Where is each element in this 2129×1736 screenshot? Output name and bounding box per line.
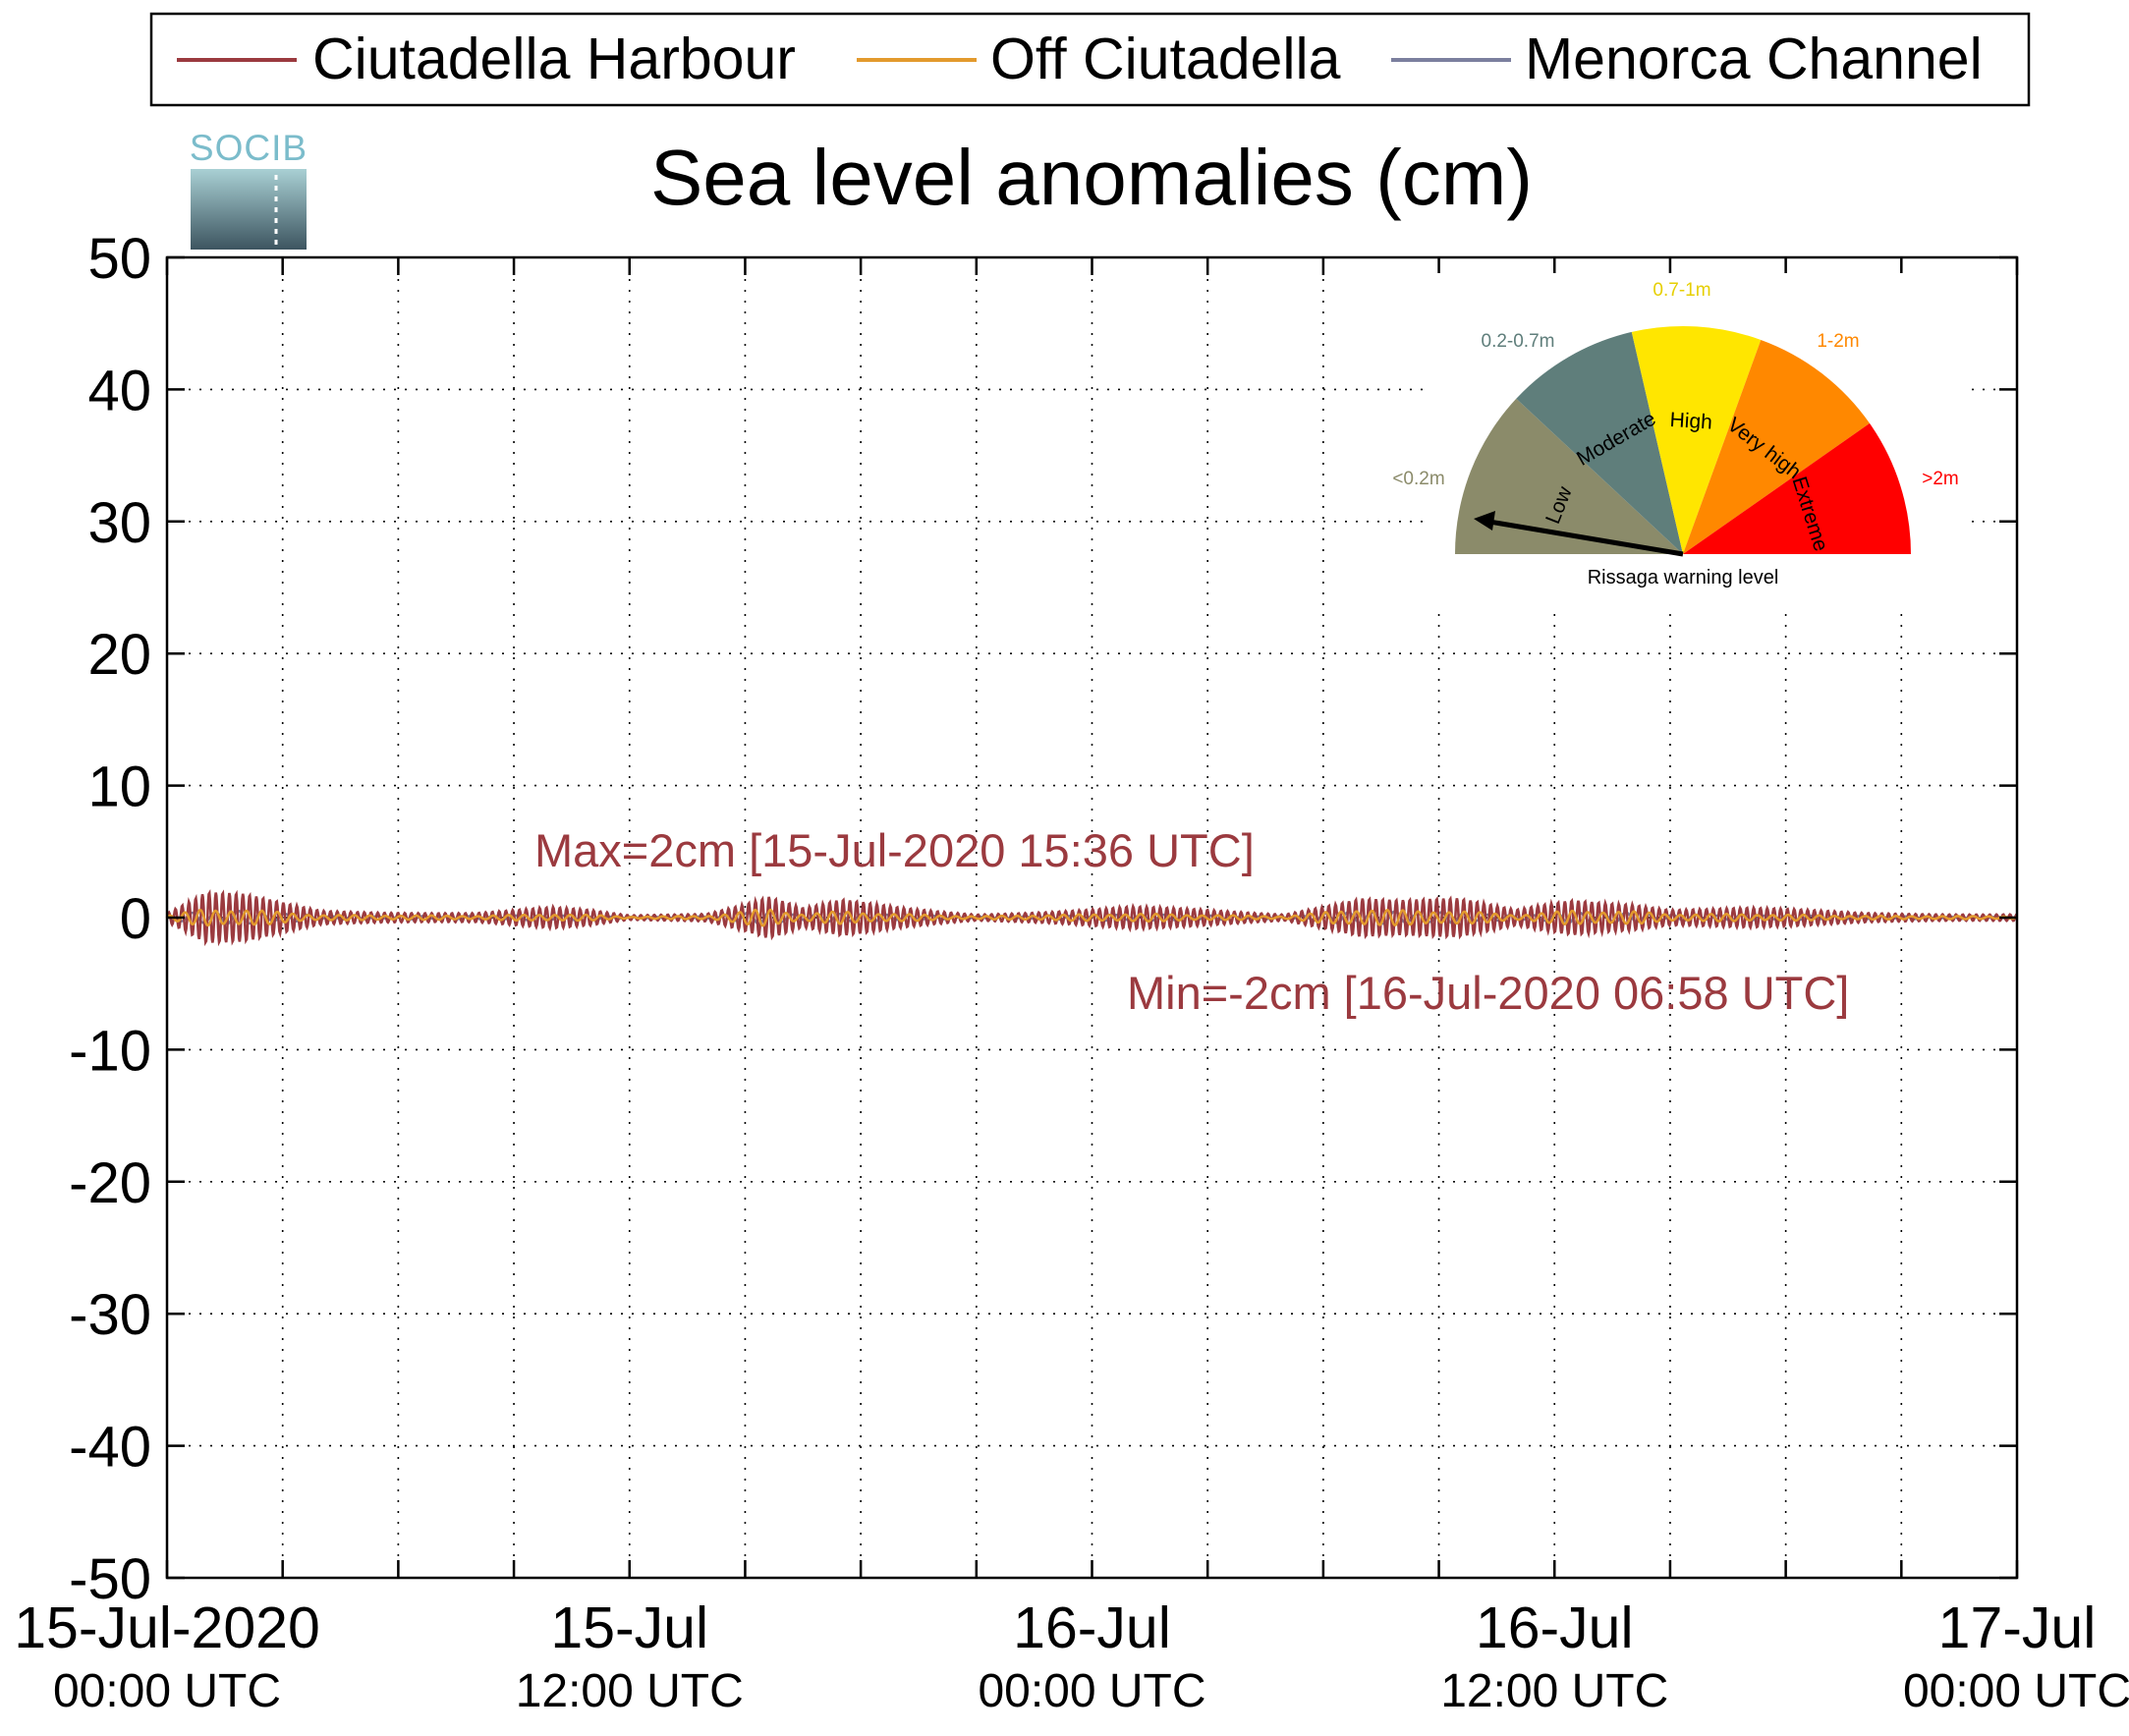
plot-area: [165, 255, 2019, 1580]
logo-water: [191, 169, 307, 250]
x-tick-sublabel-2: 00:00 UTC: [978, 1665, 1205, 1717]
x-tick-sublabel-4: 00:00 UTC: [1903, 1665, 2129, 1717]
gauge-range-moderate: 0.2-0.7m: [1482, 331, 1555, 352]
y-tick-label-7: -20: [69, 1151, 151, 1215]
annotation-min: Min=-2cm [16-Jul-2020 06:58 UTC]: [1127, 967, 1849, 1019]
x-tick-label-4: 17-Jul: [1938, 1596, 2097, 1660]
socib-logo: SOCIB: [190, 128, 308, 250]
y-tick-labels: 50 40 30 20 10 0 -10 -20 -30 -40 -50: [69, 227, 151, 1611]
gauge-sector-moderate: [1516, 331, 1683, 554]
x-tick-label-1: 15-Jul: [550, 1596, 708, 1660]
gauge-range-extreme: >2m: [1922, 469, 1959, 489]
legend-label-menorca-channel: Menorca Channel: [1525, 27, 1983, 91]
gauge-range-high: 0.7-1m: [1653, 280, 1710, 301]
gauge-ranges: <0.2m 0.2-0.7m 0.7-1m 1-2m >2m: [1392, 280, 1958, 489]
y-tick-label-4: 10: [87, 756, 151, 819]
gauge-needle-head: [1474, 511, 1495, 531]
gauge-label-high: High: [1669, 409, 1713, 434]
y-tick-label-9: -40: [69, 1416, 151, 1480]
series-layer: [165, 888, 2018, 947]
legend-box: [149, 12, 2031, 107]
x-tick-label-0: 15-Jul-2020: [14, 1596, 320, 1660]
y-tick-label-2: 30: [87, 491, 151, 555]
gauge-sector-low: [1455, 398, 1683, 554]
gauge-sector-very-high: [1683, 340, 1870, 554]
annotation-max: Max=2cm [15-Jul-2020 15:36 UTC]: [534, 824, 1255, 876]
gauge-sector-high: [1631, 325, 1762, 554]
chart-title: Sea level anomalies (cm): [650, 134, 1533, 221]
y-tick-label-5: 0: [120, 887, 151, 951]
gauge-sector-extreme: [1683, 422, 1911, 554]
x-tick-sublabel-0: 00:00 UTC: [53, 1665, 281, 1717]
y-tick-label-10: -50: [69, 1547, 151, 1611]
y-tick-label-3: 20: [87, 623, 151, 687]
y-tick-label-8: -30: [69, 1283, 151, 1347]
legend-label-ciutadella-harbour: Ciutadella Harbour: [312, 27, 796, 91]
gauge-range-very-high: 1-2m: [1817, 331, 1859, 352]
gauge-range-low: <0.2m: [1392, 469, 1444, 489]
x-tick-sublabel-3: 12:00 UTC: [1440, 1665, 1668, 1717]
x-tick-label-2: 16-Jul: [1013, 1596, 1171, 1660]
y-tick-label-1: 40: [87, 359, 151, 422]
gauge-needle: [1488, 519, 1684, 557]
series-line-off-ciutadella: [166, 908, 2018, 927]
legend-label-off-ciutadella: Off Ciutadella: [990, 27, 1341, 91]
logo-text: SOCIB: [190, 128, 308, 168]
gauge-sectors: [1455, 325, 1911, 554]
annotations: Max=2cm [15-Jul-2020 15:36 UTC] Min=-2cm …: [534, 824, 1849, 1019]
gauge-caption: Rissaga warning level: [1588, 567, 1779, 588]
legend: Ciutadella Harbour Off Ciutadella Menorc…: [149, 12, 2031, 107]
series-line-ciutadella-harbour: [165, 888, 2018, 947]
y-tick-label-0: 50: [87, 227, 151, 291]
axis-ticks: [165, 255, 2019, 1580]
x-tick-label-3: 16-Jul: [1476, 1596, 1634, 1660]
x-tick-sublabel-1: 12:00 UTC: [516, 1665, 744, 1717]
y-tick-label-6: -10: [69, 1019, 151, 1083]
